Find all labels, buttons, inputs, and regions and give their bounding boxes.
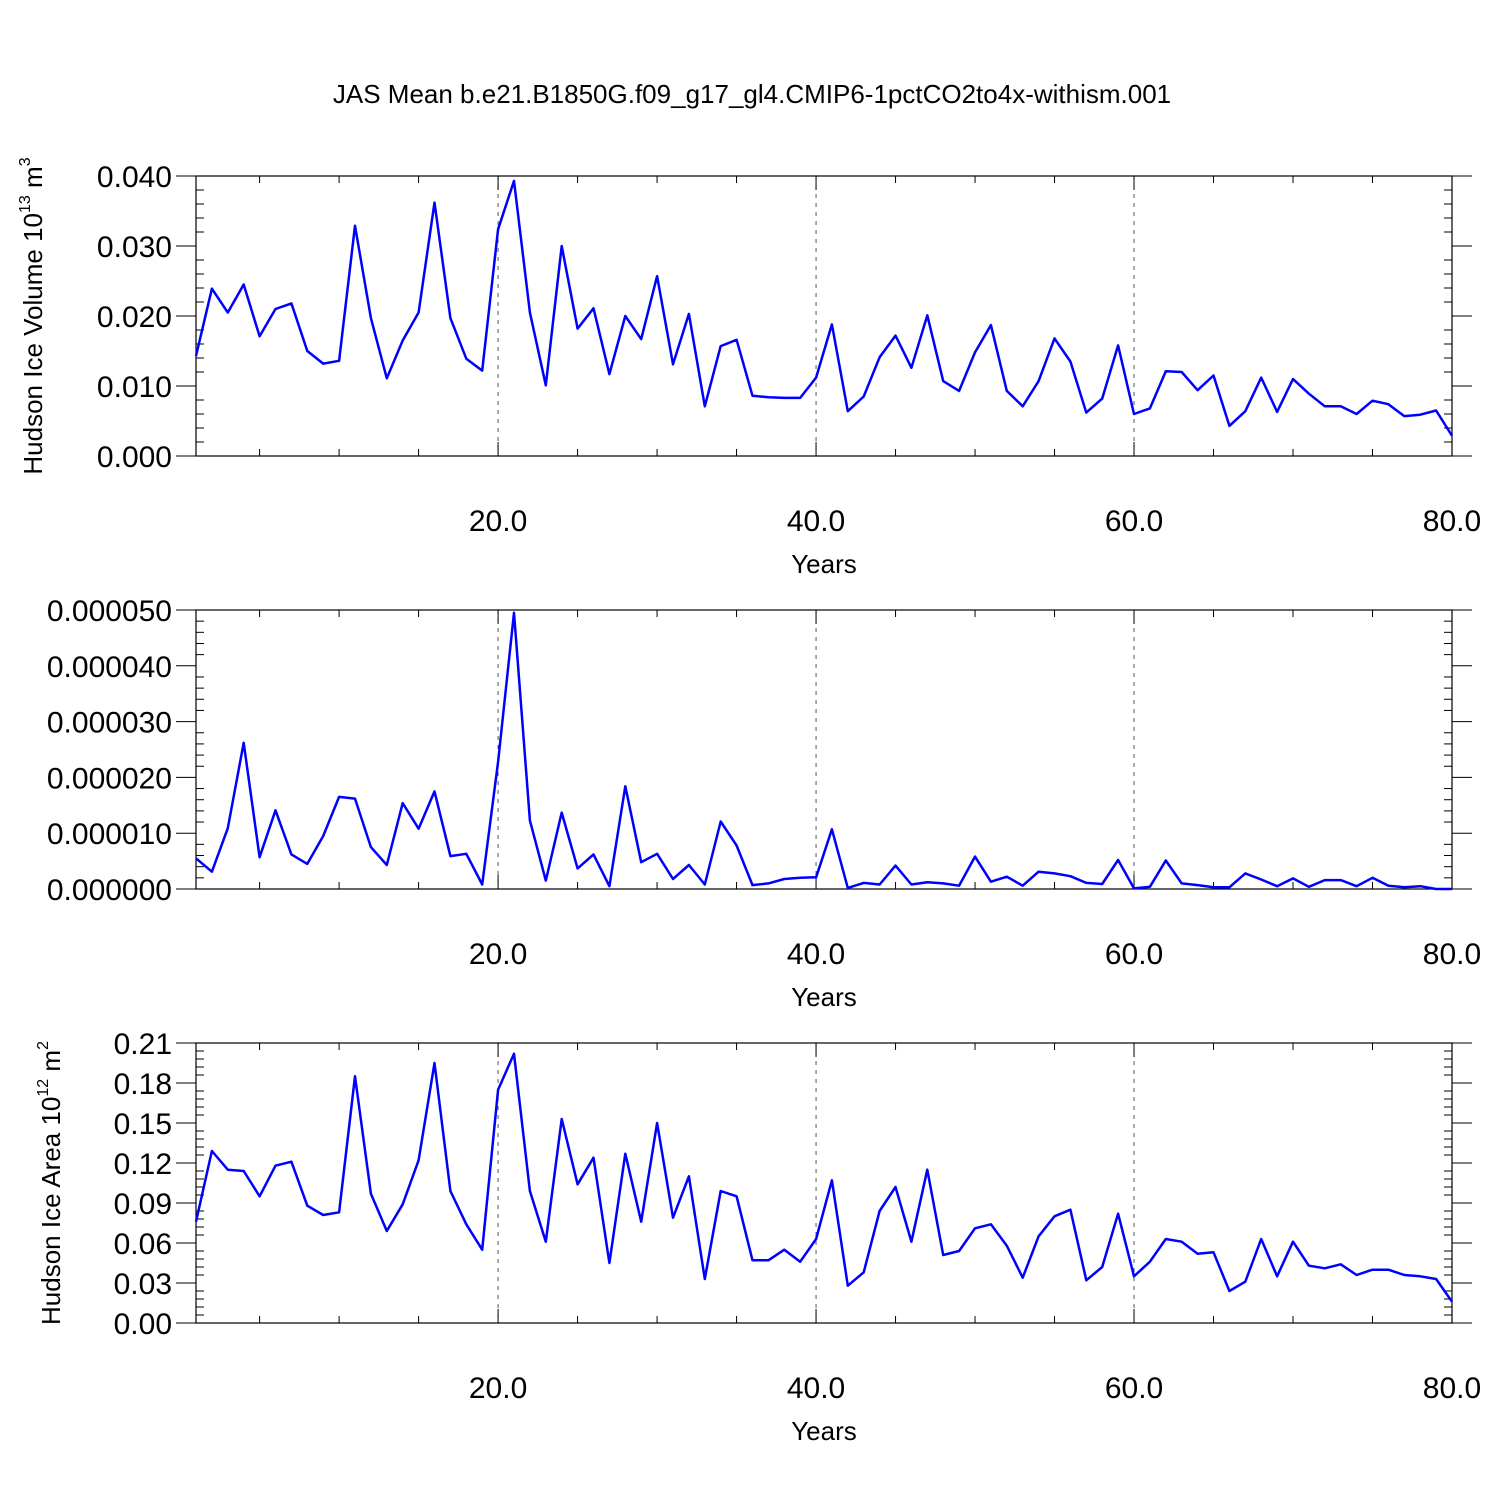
x-tick-label: 20.0 [469,938,527,971]
y-tick-label: 0.18 [114,1068,172,1101]
y-tick-label: 0.030 [97,231,172,264]
y-tick-label: 0.21 [114,1028,172,1061]
y-tick-label: 0.00 [114,1308,172,1341]
y-tick-label: 0.000020 [47,762,172,795]
x-tick-label: 60.0 [1105,505,1163,538]
y-tick-label: 0.03 [114,1268,172,1301]
y-tick-label: 0.06 [114,1228,172,1261]
middle-panel: 0.000000 0.000010 0.000020 0.000030 0.000040… [47,595,1481,1012]
y-axis-label: Hudson Ice Volume 1013 m3 [17,157,48,474]
y-tick-label: 0.020 [97,301,172,334]
y-tick-label: 0.000010 [47,818,172,851]
x-tick-label: 40.0 [787,938,845,971]
ice-volume-panel: 0.000 0.010 0.020 0.030 0.040 20.0 40.0 60.0 80.… [17,157,1481,579]
x-tick-label: 80.0 [1423,1372,1481,1405]
ice-area-panel: 0.00 0.03 0.06 0.09 0.12 0.15 0.18 0.21 20.0 40.0… [35,1028,1481,1446]
y-tick-label: 0.000000 [47,874,172,907]
y-tick-label: 0.000 [97,441,172,474]
series-line [194,179,1454,437]
y-tick-label: 0.000030 [47,707,172,740]
x-tick-label: 20.0 [469,1372,527,1405]
series-line [195,611,1452,891]
y-axis-label: Hudson Ice Area 1012 m2 [35,1041,66,1325]
x-tick-label: 20.0 [469,505,527,538]
x-tick-label: 60.0 [1105,938,1163,971]
plot-frame [195,175,1453,457]
y-tick-label: 0.010 [97,371,172,404]
y-tick-label: 0.040 [97,161,172,194]
x-axis-label: Years [791,549,857,579]
y-tick-label: 0.15 [114,1108,172,1141]
x-tick-label: 80.0 [1423,938,1481,971]
x-tick-label: 40.0 [787,505,845,538]
figure-title: JAS Mean b.e21.B1850G.f09_g17_gl4.CMIP6-… [333,79,1171,109]
y-tick-label: 0.09 [114,1188,172,1221]
series-line [194,1052,1454,1303]
plot-frame [195,609,1453,890]
x-axis-label: Years [791,982,857,1012]
x-tick-label: 80.0 [1423,505,1481,538]
y-tick-label: 0.000040 [47,651,172,684]
plot-frame [195,1042,1453,1324]
x-tick-label: 60.0 [1105,1372,1163,1405]
x-tick-label: 40.0 [787,1372,845,1405]
y-tick-label: 0.12 [114,1148,172,1181]
x-axis-label: Years [791,1416,857,1446]
y-tick-label: 0.000050 [47,595,172,628]
